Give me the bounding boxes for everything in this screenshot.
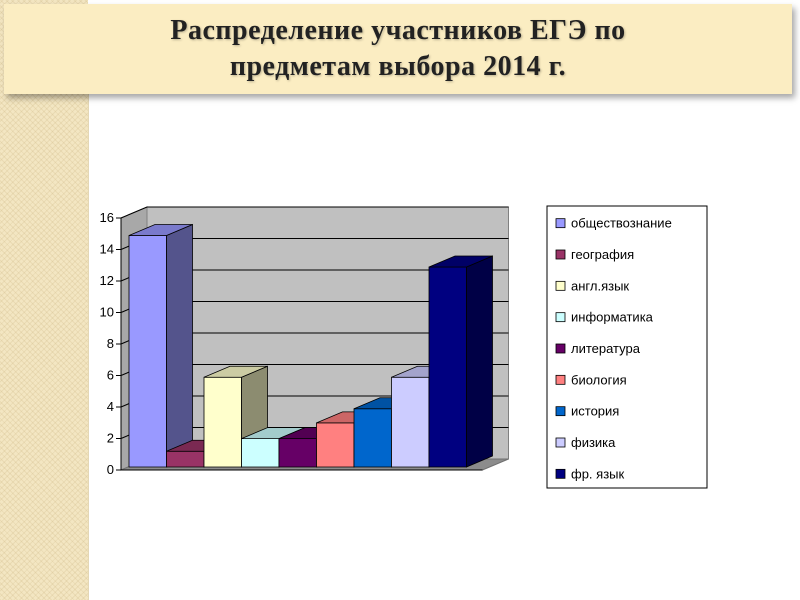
legend-label-0: обществознание — [571, 216, 672, 231]
bar-0-top — [128, 224, 193, 236]
bar-8-side — [466, 255, 493, 468]
y-tick-label: 14 — [100, 242, 114, 257]
bar-2-top — [203, 365, 268, 378]
legend-label-7: физика — [571, 435, 616, 450]
legend-swatch-2 — [555, 280, 566, 291]
slide-title-line-2: предметам выбора 2014 г. — [229, 51, 567, 82]
bar-3-front — [241, 438, 280, 468]
y-tick-label: 2 — [107, 431, 114, 446]
legend-box — [546, 205, 708, 489]
slide-title-band: Распределение участников ЕГЭ по предмета… — [4, 4, 792, 94]
chart-area: 0 2 4 6 8 10 12 14 16 обществознание география англ… — [89, 196, 709, 496]
bar-8-top — [428, 255, 493, 268]
bar-0-front — [128, 235, 167, 468]
legend-swatch-4 — [555, 343, 566, 354]
legend-label-3: информатика — [571, 310, 654, 325]
slide-side-divider — [88, 90, 89, 600]
slide-title: Распределение участников ЕГЭ по предмета… — [88, 13, 708, 85]
legend-swatch-7 — [555, 437, 566, 448]
bar-2-front — [203, 376, 242, 468]
slide-side-strip — [0, 0, 88, 600]
legend-label-6: история — [571, 404, 619, 419]
bar-0-side — [166, 223, 193, 468]
y-tick-label: 0 — [107, 462, 114, 477]
legend-swatch-0 — [555, 218, 566, 229]
bar-4-front — [278, 438, 317, 468]
legend-swatch-3 — [555, 312, 566, 323]
y-tick-label: 10 — [100, 305, 114, 320]
bar-7-front — [391, 376, 430, 468]
y-tick-label: 4 — [107, 399, 114, 414]
legend-label-5: биология — [571, 372, 627, 387]
slide-title-line-1: Распределение участников ЕГЭ по — [170, 15, 626, 46]
legend-swatch-5 — [555, 374, 566, 385]
bar-6-front — [353, 408, 392, 468]
legend-swatch-8 — [555, 468, 566, 479]
legend-label-2: англ.язык — [571, 278, 629, 293]
bar-8-front — [428, 266, 467, 468]
bar-1-front — [166, 450, 205, 468]
bar-5-front — [316, 422, 355, 468]
legend-label-4: литература — [571, 341, 641, 356]
legend-label-8: фр. язык — [571, 466, 624, 481]
legend-swatch-6 — [555, 406, 566, 417]
y-tick-label: 6 — [107, 368, 114, 383]
legend-swatch-1 — [555, 249, 566, 260]
legend-label-1: география — [571, 247, 634, 262]
y-tick-label: 16 — [100, 210, 114, 225]
y-tick-label: 8 — [107, 336, 114, 351]
chart-svg: 0 2 4 6 8 10 12 14 16 обществознание география англ… — [100, 205, 708, 489]
gridline — [120, 206, 509, 219]
y-tick-label: 12 — [100, 273, 114, 288]
